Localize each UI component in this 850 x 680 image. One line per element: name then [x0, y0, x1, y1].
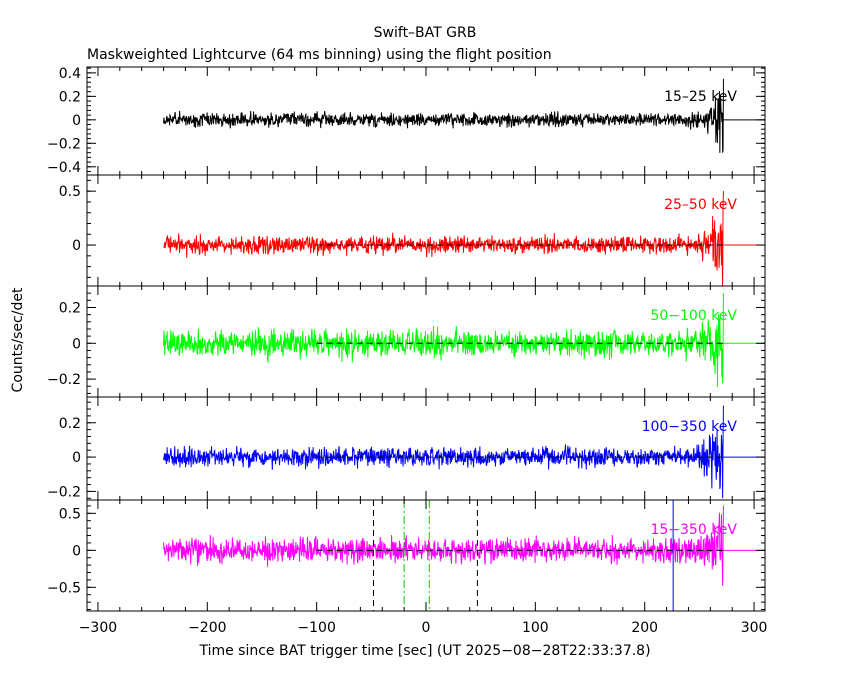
trace-15-25	[163, 78, 724, 153]
x-tick-label: 300	[741, 620, 768, 636]
frame-100-350	[86, 396, 766, 501]
x-tick-label: 100	[522, 620, 549, 636]
band-label-50-100: 50−100 keV	[650, 308, 737, 324]
y-tick-label: 0	[72, 336, 81, 352]
band-label-25-50: 25–50 keV	[664, 197, 737, 213]
trace-15-350	[163, 505, 724, 586]
trace-50-100	[163, 293, 724, 387]
panel-50-100: −0.2 0 0.2 50−100 keV	[47, 285, 766, 398]
x-axis-label: Time since BAT trigger time [sec] (UT 20…	[198, 643, 650, 659]
panels-group: −0.4 −0.2 0 0.2 0.4 15–25 keV 0 0.5 25–50 keV −0.…	[47, 66, 767, 636]
x-tick-label: −100	[297, 620, 335, 636]
x-tick-label: −200	[188, 620, 226, 636]
x-tick-label: 200	[631, 620, 658, 636]
y-tick-label: −0.5	[47, 580, 81, 596]
y-tick-label: 0.2	[59, 300, 81, 316]
trace-25-50	[163, 191, 724, 287]
y-tick-label: 0.2	[59, 416, 81, 432]
x-tick-label: 0	[422, 620, 431, 636]
y-tick-label: 0.2	[59, 89, 81, 105]
chart-title: Swift–BAT GRB	[374, 25, 477, 41]
y-tick-label: −0.2	[47, 136, 81, 152]
trace-100-350	[163, 405, 724, 499]
panel-25-50: 0 0.5 25–50 keV	[59, 174, 766, 287]
frame-25-50	[86, 174, 766, 287]
y-tick-label: 0	[72, 450, 81, 466]
x-tick-label: −300	[79, 620, 117, 636]
y-tick-label: −0.2	[47, 372, 81, 388]
y-tick-label: 0.4	[59, 66, 81, 82]
y-tick-label: 0.5	[59, 506, 81, 522]
chart-subtitle: Maskweighted Lightcurve (64 ms binning) …	[87, 47, 552, 63]
panel-15-350: −0.5 0 0.5 15−350 keV	[47, 499, 766, 612]
band-label-100-350: 100−350 keV	[642, 419, 738, 435]
panel-15-25: −0.4 −0.2 0 0.2 0.4 15–25 keV	[47, 66, 766, 176]
y-tick-label: 0	[72, 543, 81, 559]
y-tick-label: −0.4	[47, 160, 81, 176]
y-tick-label: 0	[72, 238, 81, 254]
panel-100-350: −0.2 0 0.2 100−350 keV	[47, 396, 766, 501]
y-tick-label: −0.2	[47, 484, 81, 500]
band-label-15-25: 15–25 keV	[664, 89, 737, 105]
band-label-15-350: 15−350 keV	[650, 522, 737, 538]
y-axis-label: Counts/sec/det	[10, 287, 26, 392]
y-tick-label: 0.5	[59, 184, 81, 200]
y-tick-label: 0	[72, 113, 81, 129]
